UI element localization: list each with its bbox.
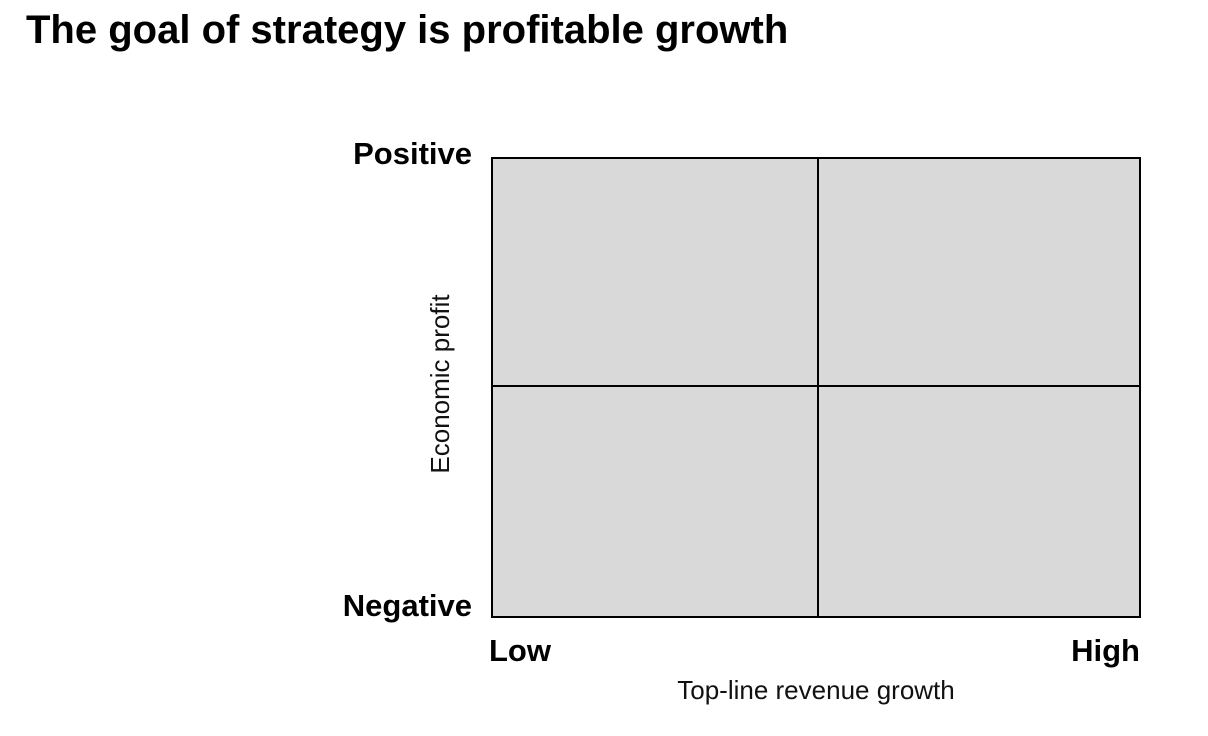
quadrant-low-growth-positive-profit — [493, 159, 817, 385]
y-axis-bottom-label: Negative — [342, 588, 472, 623]
growth-profit-matrix — [491, 157, 1141, 618]
quadrant-high-growth-negative-profit — [819, 387, 1139, 616]
vertical-divider — [817, 159, 819, 616]
x-axis-right-label: High — [1071, 633, 1140, 668]
horizontal-divider — [493, 385, 1139, 387]
y-axis-top-label: Positive — [353, 136, 472, 171]
page-title: The goal of strategy is profitable growt… — [26, 8, 789, 52]
quadrant-low-growth-negative-profit — [493, 387, 817, 616]
x-axis-left-label: Low — [489, 633, 551, 668]
y-axis-title: Economic profit — [425, 294, 455, 474]
x-axis-title: Top-line revenue growth — [677, 675, 955, 705]
quadrant-high-growth-positive-profit — [819, 159, 1139, 385]
